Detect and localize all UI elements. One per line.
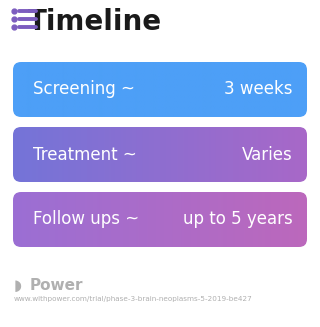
- Text: ◗: ◗: [14, 278, 22, 292]
- Text: Timeline: Timeline: [28, 8, 162, 36]
- Text: Treatment ~: Treatment ~: [33, 146, 137, 164]
- Text: up to 5 years: up to 5 years: [183, 211, 293, 229]
- Text: Power: Power: [30, 278, 84, 292]
- Text: Follow ups ~: Follow ups ~: [33, 211, 139, 229]
- Text: Varies: Varies: [242, 146, 293, 164]
- Text: www.withpower.com/trial/phase-3-brain-neoplasms-5-2019-be427: www.withpower.com/trial/phase-3-brain-ne…: [14, 296, 253, 302]
- Text: Screening ~: Screening ~: [33, 80, 135, 98]
- Text: 3 weeks: 3 weeks: [225, 80, 293, 98]
